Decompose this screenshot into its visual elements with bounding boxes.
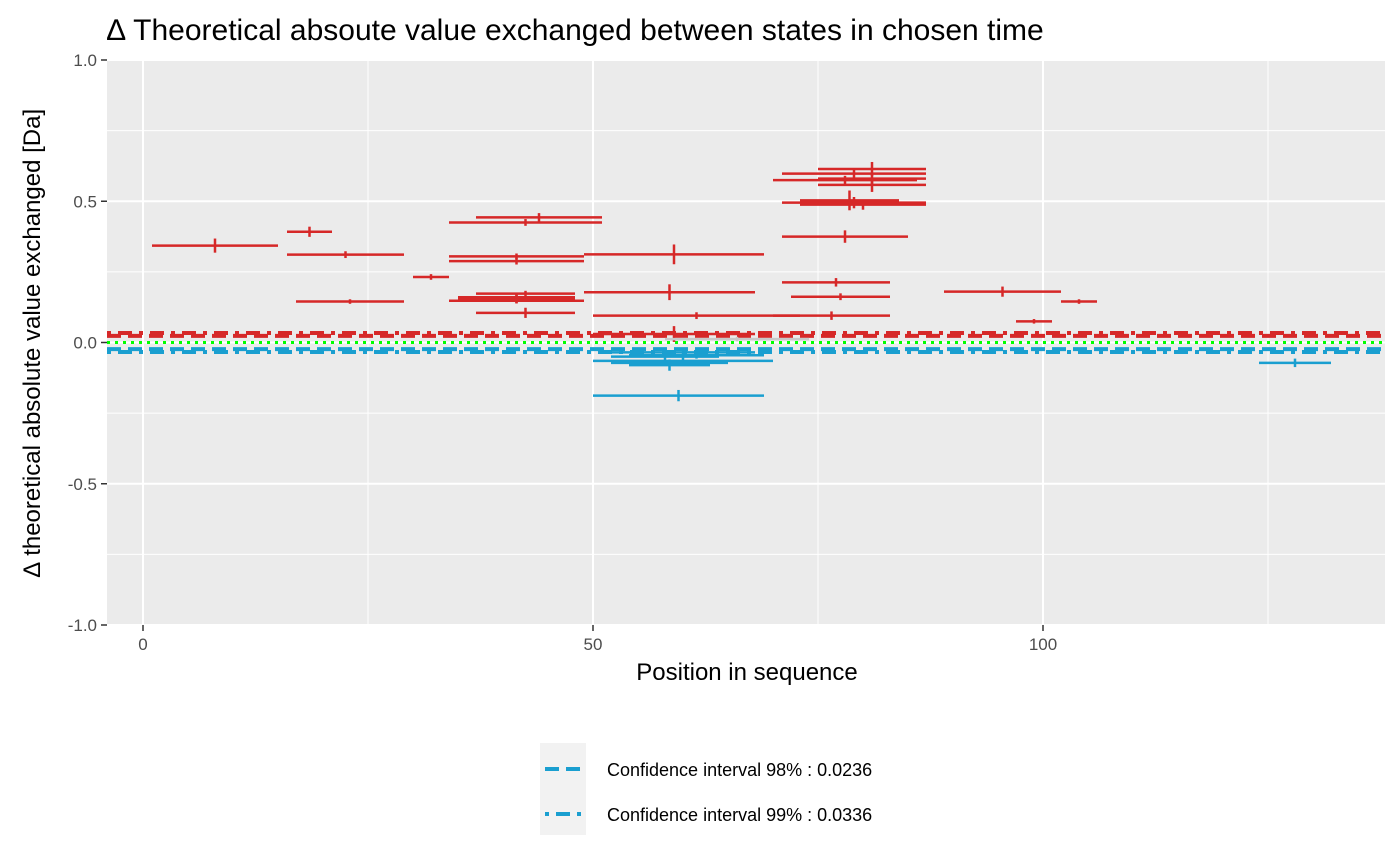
threshold-lines xyxy=(107,331,1385,354)
y-tick-label: 0.5 xyxy=(73,192,97,211)
peptide-mark xyxy=(782,278,890,287)
y-axis-title: ∆ theoretical absolute value exchanged [… xyxy=(19,109,46,577)
x-axis-title: Position in sequence xyxy=(636,659,857,686)
peptide-mark xyxy=(296,299,404,304)
x-tick-label: 100 xyxy=(1029,635,1057,654)
peptide-mark xyxy=(287,226,332,237)
peptide-mark xyxy=(800,190,899,211)
legend-label: Confidence interval 98% : 0.0236 xyxy=(607,760,872,780)
legend: Confidence interval 98% : 0.0236 Confiden… xyxy=(540,743,872,835)
peptide-marks xyxy=(152,161,1331,402)
peptide-mark xyxy=(1061,299,1097,304)
peptide-mark xyxy=(782,230,908,243)
peptide-mark xyxy=(413,274,449,280)
peptide-mark xyxy=(1016,319,1052,324)
peptide-mark xyxy=(449,257,584,265)
peptide-mark xyxy=(476,213,602,222)
peptide-mark xyxy=(773,175,917,185)
peptide-mark xyxy=(629,351,764,359)
peptide-mark xyxy=(611,352,719,361)
peptide-mark xyxy=(782,197,926,209)
peptide-mark xyxy=(593,389,764,402)
y-tick-label: 1.0 xyxy=(73,51,97,70)
peptide-mark xyxy=(287,251,404,259)
peptide-mark xyxy=(584,244,764,265)
peptide-mark xyxy=(665,336,809,342)
y-axis-ticks: -1.0 -0.5 0.0 0.5 1.0 xyxy=(68,51,107,635)
peptide-mark xyxy=(818,177,926,192)
peptide-mark xyxy=(773,311,890,320)
peptide-mark xyxy=(791,293,890,301)
peptide-mark xyxy=(944,286,1061,297)
y-tick-label: -1.0 xyxy=(68,616,97,635)
peptide-mark xyxy=(1259,358,1331,368)
x-axis-ticks: 0 50 100 xyxy=(138,625,1057,654)
peptide-mark xyxy=(449,219,602,226)
peptide-mark xyxy=(782,169,926,178)
legend-key-background xyxy=(540,743,586,835)
y-tick-label: 0.0 xyxy=(73,334,97,353)
peptide-mark xyxy=(152,238,278,253)
y-tick-label: -0.5 xyxy=(68,475,97,494)
legend-label: Confidence interval 99% : 0.0336 xyxy=(607,805,872,825)
peptide-mark xyxy=(476,290,575,297)
peptide-mark xyxy=(476,307,575,318)
peptide-mark xyxy=(458,294,575,303)
x-tick-label: 0 xyxy=(138,635,147,654)
peptide-mark xyxy=(629,359,710,371)
chart-title: ∆ Theoretical absoute value exchanged be… xyxy=(107,14,1044,47)
peptide-mark xyxy=(584,284,755,301)
peptide-mark xyxy=(593,312,800,320)
x-tick-label: 50 xyxy=(584,635,603,654)
